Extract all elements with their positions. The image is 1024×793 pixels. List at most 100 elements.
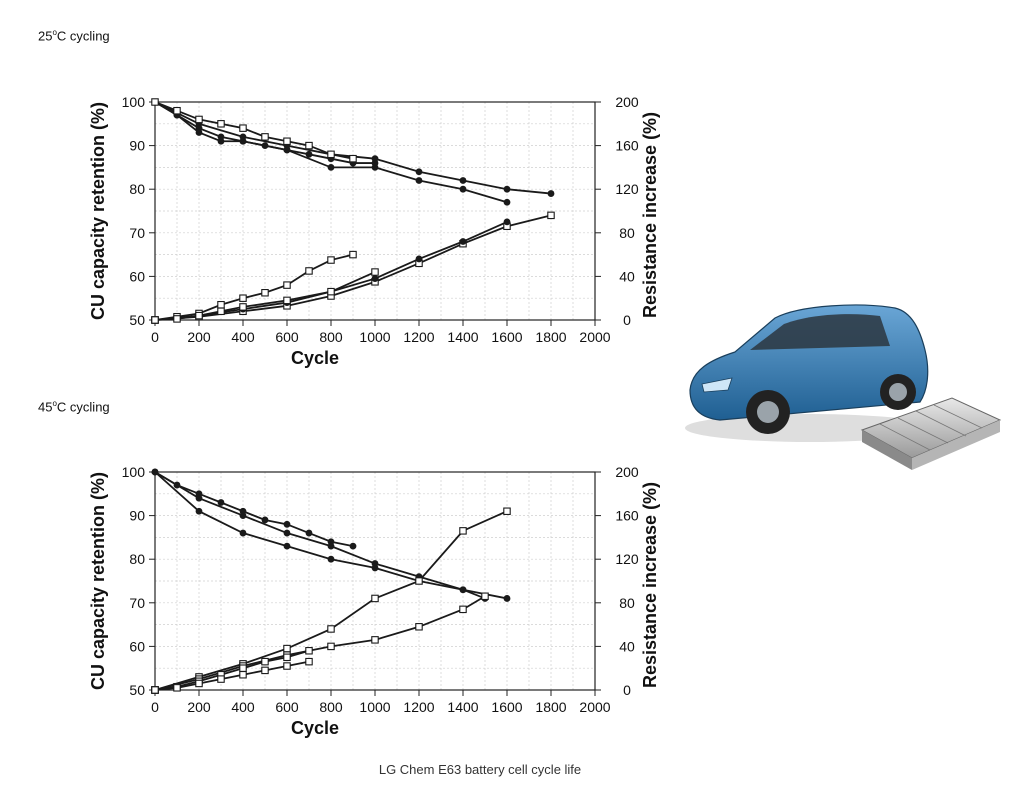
y2-tick-label: 160 (615, 138, 639, 154)
x-tick-label: 1400 (447, 329, 478, 345)
data-point (195, 311, 203, 320)
series-7 (151, 250, 357, 324)
data-point (503, 595, 511, 602)
y-axis-title: CU capacity retention (%) (88, 102, 108, 320)
data-point (239, 137, 247, 145)
data-point (261, 516, 269, 524)
data-point (217, 137, 225, 145)
data-point (503, 507, 511, 515)
car-rear-wheel-hub (889, 383, 907, 401)
data-point (239, 664, 247, 672)
data-point (283, 644, 291, 653)
data-point (459, 605, 467, 614)
panel-label-25c: 25oC cycling (38, 28, 110, 43)
y-tick-label: 50 (129, 312, 145, 328)
data-point (305, 657, 313, 666)
data-point (305, 141, 313, 150)
panel-label-45c-prefix: 45 (38, 399, 53, 415)
data-point (217, 300, 225, 309)
data-point (261, 133, 269, 141)
y-tick-label: 60 (129, 638, 145, 654)
data-point (503, 218, 511, 226)
car-and-battery-illustration (685, 304, 1002, 470)
x-tick-label: 400 (231, 329, 255, 345)
data-point (173, 684, 181, 692)
panel-label-45c-degree: o (52, 399, 57, 408)
x-tick-label: 2000 (579, 699, 610, 715)
y-tick-label: 100 (122, 464, 146, 480)
data-point (349, 542, 357, 550)
y2-tick-label: 200 (615, 464, 639, 480)
x-tick-label: 0 (151, 329, 159, 345)
y-axis-title: CU capacity retention (%) (88, 472, 108, 690)
data-point (283, 146, 291, 154)
figure-caption: LG Chem E63 battery cell cycle life (378, 762, 582, 777)
data-point (217, 120, 225, 128)
data-point (503, 198, 511, 206)
data-point (371, 275, 379, 282)
x-tick-label: 600 (275, 699, 299, 715)
y-tick-label: 80 (129, 181, 145, 197)
data-point (239, 529, 247, 537)
data-point (239, 294, 247, 302)
data-point (151, 316, 159, 324)
y2-tick-label: 40 (619, 268, 635, 284)
x-tick-label: 400 (231, 699, 255, 715)
series-line (154, 471, 486, 600)
x-tick-label: 1600 (491, 329, 522, 345)
series-line (154, 471, 508, 600)
x-tick-label: 1600 (491, 699, 522, 715)
data-point (327, 555, 335, 563)
series-line (154, 471, 354, 548)
panel-label-25c-suffix: C cycling (56, 28, 110, 44)
data-point (261, 657, 269, 666)
x-tick-label: 800 (319, 329, 343, 345)
data-point (283, 542, 291, 550)
y2-tick-label: 80 (619, 225, 635, 241)
x-tick-label: 600 (275, 329, 299, 345)
data-point (217, 675, 225, 683)
y2-tick-label: 200 (615, 94, 639, 110)
data-point (459, 238, 467, 245)
data-point (195, 129, 203, 136)
data-point (151, 468, 159, 476)
y-tick-label: 90 (129, 508, 145, 524)
y-tick-label: 70 (129, 595, 145, 611)
data-point (547, 211, 555, 220)
y-tick-label: 100 (122, 94, 146, 110)
y-tick-label: 80 (129, 551, 145, 567)
y-tick-label: 50 (129, 682, 145, 698)
data-point (481, 592, 489, 601)
data-point (371, 594, 379, 603)
series-7 (151, 657, 313, 694)
series-4 (151, 98, 357, 163)
data-point (327, 256, 335, 264)
series-1 (151, 468, 357, 550)
x-tick-label: 1000 (359, 329, 390, 345)
data-point (195, 494, 203, 502)
data-point (349, 154, 357, 163)
data-point (459, 185, 467, 193)
data-point (349, 250, 357, 259)
data-point (459, 177, 467, 184)
data-point (503, 185, 511, 193)
battery-pack-front (912, 420, 1000, 470)
series-8 (151, 268, 379, 324)
y2-tick-label: 0 (623, 312, 631, 328)
car-front-wheel-hub (757, 401, 779, 423)
data-point (327, 542, 335, 550)
y2-tick-label: 40 (619, 638, 635, 654)
y2-tick-label: 120 (615, 181, 639, 197)
x-tick-label: 1800 (535, 329, 566, 345)
data-point (283, 137, 291, 145)
x-tick-label: 2000 (579, 329, 610, 345)
data-point (283, 281, 291, 289)
data-point (371, 164, 379, 171)
battery-pack-side (862, 430, 912, 470)
y-tick-label: 90 (129, 138, 145, 154)
data-point (239, 670, 247, 679)
x-tick-label: 1000 (359, 699, 390, 715)
data-point (327, 164, 335, 171)
data-point (305, 529, 313, 537)
data-point (261, 289, 269, 297)
